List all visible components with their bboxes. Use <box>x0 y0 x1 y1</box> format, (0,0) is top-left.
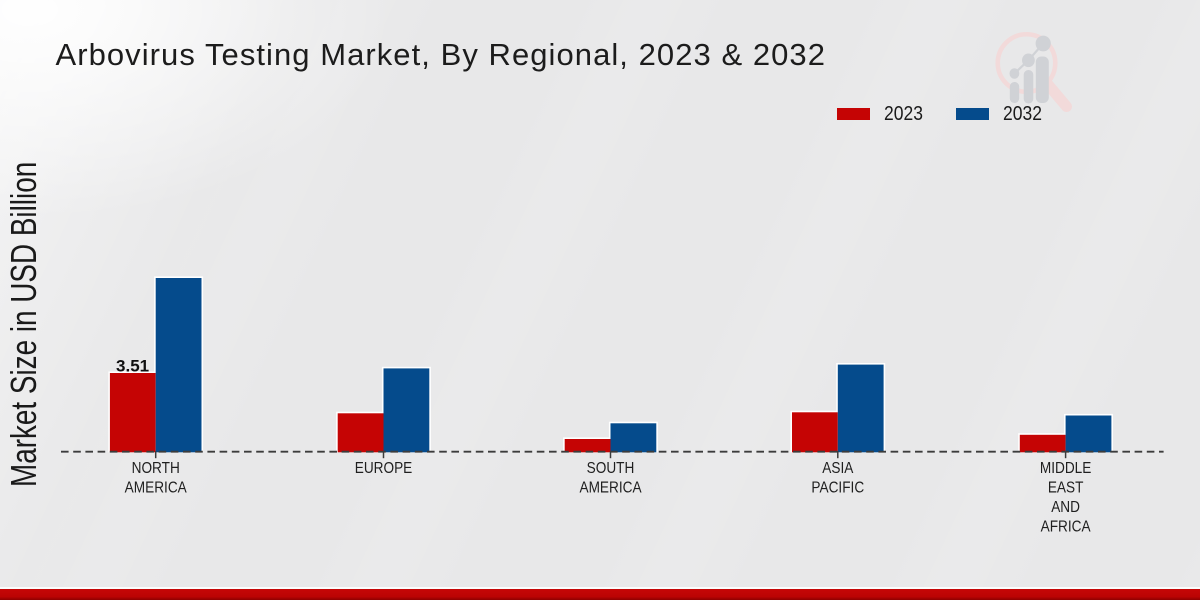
svg-text:AND: AND <box>1051 499 1080 516</box>
svg-text:SOUTH: SOUTH <box>587 460 635 477</box>
svg-text:MIDDLE: MIDDLE <box>1040 460 1092 477</box>
svg-text:3.51: 3.51 <box>116 357 149 376</box>
svg-text:PACIFIC: PACIFIC <box>811 480 864 497</box>
svg-text:AMERICA: AMERICA <box>125 480 187 497</box>
svg-text:AFRICA: AFRICA <box>1041 519 1091 536</box>
svg-text:ASIA: ASIA <box>822 460 853 477</box>
svg-text:EUROPE: EUROPE <box>355 460 413 477</box>
svg-text:AMERICA: AMERICA <box>579 480 641 497</box>
svg-text:EAST: EAST <box>1048 480 1084 497</box>
svg-text:NORTH: NORTH <box>132 460 180 477</box>
